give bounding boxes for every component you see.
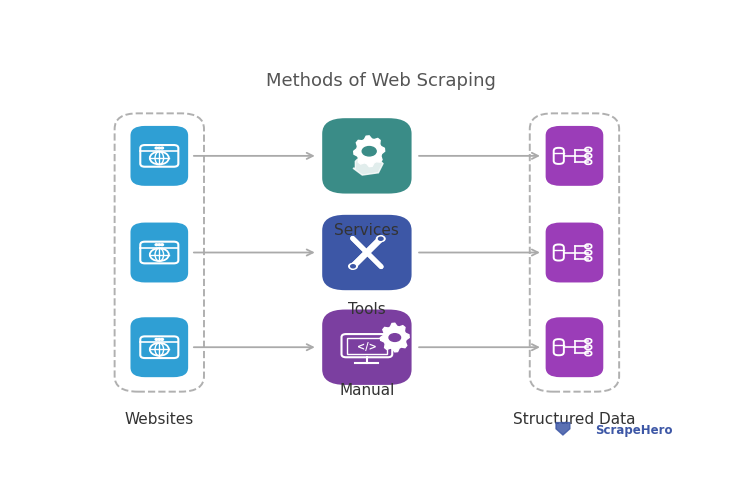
Text: Services: Services bbox=[335, 222, 400, 237]
Polygon shape bbox=[556, 423, 570, 435]
Text: Tools: Tools bbox=[348, 302, 385, 317]
Text: Websites: Websites bbox=[125, 411, 194, 426]
Text: Structured Data: Structured Data bbox=[513, 411, 635, 426]
Text: Manual: Manual bbox=[339, 382, 394, 397]
Circle shape bbox=[161, 244, 164, 246]
Polygon shape bbox=[353, 137, 385, 167]
Circle shape bbox=[376, 236, 385, 242]
FancyBboxPatch shape bbox=[545, 318, 603, 377]
FancyBboxPatch shape bbox=[545, 127, 603, 186]
FancyBboxPatch shape bbox=[545, 223, 603, 283]
Circle shape bbox=[161, 148, 164, 150]
Circle shape bbox=[362, 147, 376, 157]
Circle shape bbox=[161, 339, 164, 341]
Circle shape bbox=[155, 244, 158, 246]
Polygon shape bbox=[353, 153, 383, 176]
Text: </>: </> bbox=[357, 341, 376, 351]
FancyBboxPatch shape bbox=[130, 318, 188, 377]
Circle shape bbox=[379, 237, 383, 241]
FancyBboxPatch shape bbox=[322, 215, 411, 291]
Circle shape bbox=[155, 148, 158, 150]
Circle shape bbox=[158, 148, 161, 150]
Text: Methods of Web Scraping: Methods of Web Scraping bbox=[266, 72, 496, 90]
Text: ScrapeHero: ScrapeHero bbox=[594, 423, 672, 436]
FancyBboxPatch shape bbox=[322, 310, 411, 385]
Circle shape bbox=[158, 339, 161, 341]
FancyBboxPatch shape bbox=[322, 119, 411, 194]
Circle shape bbox=[158, 244, 161, 246]
FancyBboxPatch shape bbox=[130, 223, 188, 283]
Circle shape bbox=[350, 265, 356, 269]
Circle shape bbox=[349, 264, 357, 270]
Circle shape bbox=[389, 334, 400, 342]
Polygon shape bbox=[380, 324, 409, 352]
Circle shape bbox=[155, 339, 158, 341]
FancyBboxPatch shape bbox=[130, 127, 188, 186]
